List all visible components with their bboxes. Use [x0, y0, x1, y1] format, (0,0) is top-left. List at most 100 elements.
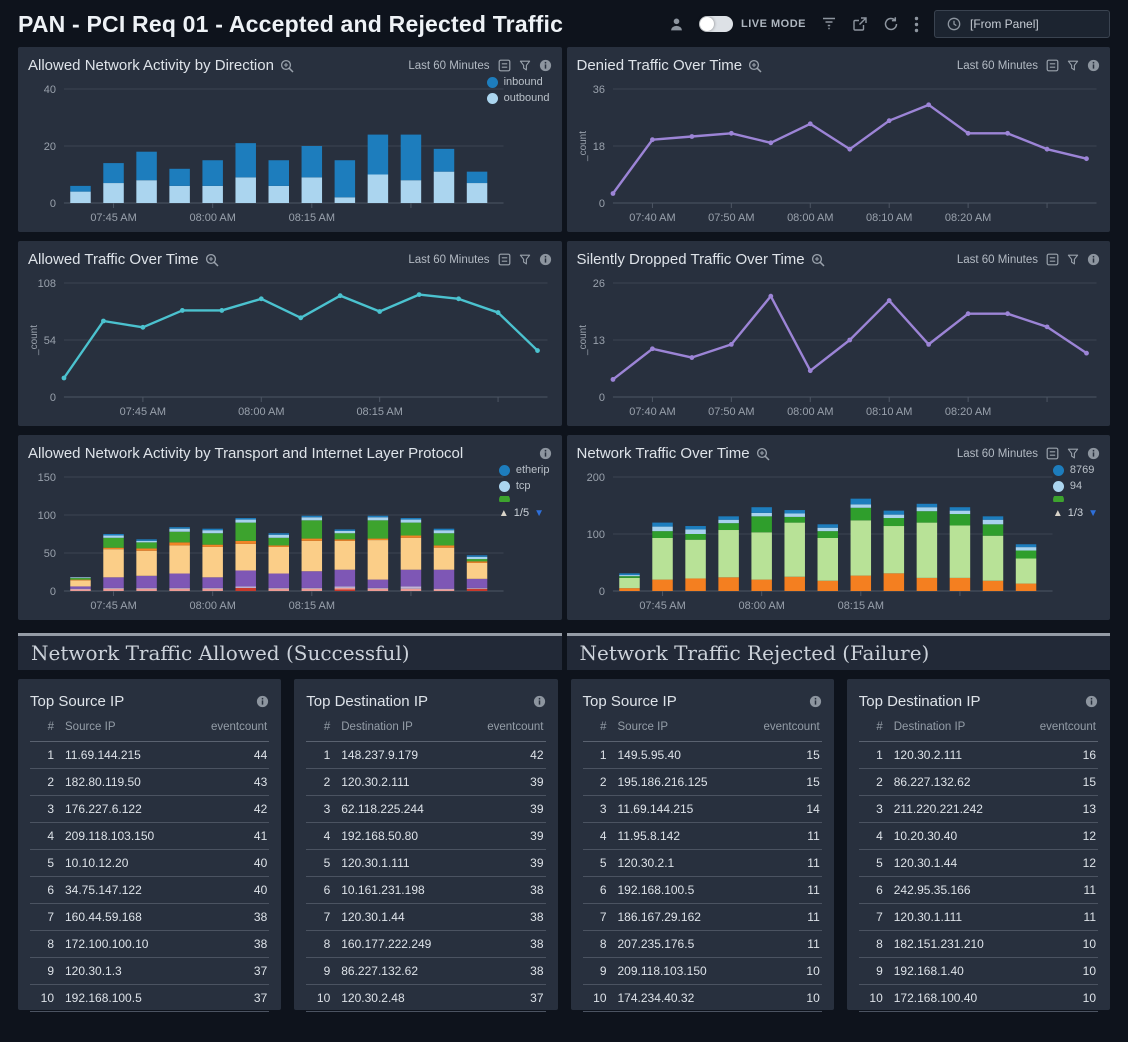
rank-cell: 5 — [858, 849, 892, 877]
rank-cell: 4 — [582, 822, 616, 850]
rank-cell: 5 — [306, 849, 340, 877]
ip-cell: 120.30.1.44 — [339, 903, 443, 931]
svg-text:108: 108 — [38, 278, 56, 290]
direction-stacked-bar-chart[interactable]: 0 20 40 07:45 AM 08:00 AM 08:15 AM — [28, 79, 552, 229]
panel-time-range[interactable]: Last 60 Minutes — [956, 59, 1038, 72]
time-range-selector[interactable]: [From Panel] — [934, 10, 1110, 38]
live-mode-label: LIVE MODE — [740, 18, 806, 30]
table-row: 3 62.118.225.244 39 — [306, 795, 546, 823]
rank-cell: 10 — [30, 984, 63, 1012]
copy-panel-icon[interactable] — [1046, 59, 1059, 72]
copy-panel-icon[interactable] — [1046, 447, 1059, 460]
table-row: 1 11.69.144.215 44 — [30, 741, 270, 769]
info-icon[interactable] — [533, 695, 546, 708]
table-row: 6 34.75.147.122 40 — [30, 876, 270, 904]
legend-pager[interactable]: ▲ 1/5 ▼ — [499, 507, 544, 519]
share-icon[interactable] — [852, 16, 868, 32]
dropped-line-chart[interactable]: 0 13 26 07:40 AM 07:50 AM 08:00 AM 08:10 AM 08:… — [577, 273, 1101, 423]
legend-dot-icon — [1052, 480, 1064, 492]
rank-cell: 4 — [30, 822, 63, 850]
section-title: Network Traffic Rejected (Failure) — [579, 641, 930, 665]
info-icon[interactable] — [1087, 447, 1100, 460]
eventcount-cell: 11 — [994, 876, 1098, 904]
rank-cell: 9 — [306, 957, 340, 985]
kebab-menu-icon[interactable] — [914, 16, 919, 33]
ip-cell: 86.227.132.62 — [339, 957, 443, 985]
refresh-icon[interactable] — [883, 16, 899, 32]
eventcount-cell: 11 — [718, 822, 822, 850]
column-header: # — [858, 717, 892, 742]
chart-legend[interactable]: etherip tcp ▲ 1/5 ▼ — [498, 464, 550, 519]
panel-time-range[interactable]: Last 60 Minutes — [956, 253, 1038, 266]
column-header: Destination IP — [339, 717, 443, 742]
legend-page-down-icon[interactable]: ▼ — [1088, 507, 1098, 519]
legend-item[interactable] — [1052, 496, 1070, 502]
copy-panel-icon[interactable] — [498, 253, 511, 266]
table-row: 9 192.168.1.40 10 — [858, 957, 1098, 985]
info-icon[interactable] — [1087, 59, 1100, 72]
user-icon[interactable] — [669, 17, 684, 32]
ip-cell: 120.30.1.111 — [339, 849, 443, 877]
info-icon[interactable] — [1085, 695, 1098, 708]
live-mode-toggle[interactable] — [698, 16, 733, 32]
legend-item[interactable]: tcp — [498, 480, 531, 492]
rank-cell: 7 — [30, 903, 63, 931]
network-stacked-bar-chart[interactable]: 0 100 200 07:45 AM 08:00 AM 08:15 AM — [577, 467, 1101, 617]
copy-panel-icon[interactable] — [498, 59, 511, 72]
info-icon[interactable] — [539, 447, 552, 460]
filter-icon[interactable] — [1067, 447, 1079, 460]
legend-pager[interactable]: ▲ 1/3 ▼ — [1053, 507, 1098, 519]
svg-text:_count: _count — [577, 325, 588, 356]
legend-page-up-icon[interactable]: ▲ — [498, 507, 509, 519]
rank-cell: 10 — [306, 984, 340, 1012]
chart-legend[interactable]: inbound outbound — [486, 76, 550, 104]
info-icon[interactable] — [256, 695, 269, 708]
filter-icon[interactable] — [1067, 59, 1079, 72]
allowed-line-chart[interactable]: 0 54 108 07:45 AM 08:00 AM 08:15 AM _count — [28, 273, 552, 423]
ip-cell: 149.5.95.40 — [615, 741, 719, 769]
filter-icon[interactable] — [519, 253, 531, 266]
rank-cell: 3 — [306, 795, 340, 823]
info-icon[interactable] — [539, 253, 552, 266]
legend-dot-icon — [498, 464, 510, 476]
section-title: Network Traffic Allowed (Successful) — [31, 641, 410, 665]
time-range-value: [From Panel] — [970, 17, 1039, 31]
legend-item[interactable] — [498, 496, 516, 502]
panel-time-range[interactable]: Last 60 Minutes — [408, 59, 490, 72]
legend-label: 8769 — [1069, 464, 1095, 476]
legend-item[interactable]: outbound — [486, 92, 550, 104]
table-row: 7 120.30.1.111 11 — [858, 903, 1098, 931]
rank-cell: 1 — [30, 741, 63, 769]
info-icon[interactable] — [539, 59, 552, 72]
denied-line-chart[interactable]: 0 18 36 07:40 AM 07:50 AM 08:00 AM 08:10 AM 08:… — [577, 79, 1101, 229]
filter-icon[interactable] — [821, 16, 837, 32]
panel-time-range[interactable]: Last 60 Minutes — [956, 447, 1038, 460]
ip-cell: 174.234.40.32 — [615, 984, 719, 1012]
legend-item[interactable]: 8769 — [1052, 464, 1095, 476]
table-row: 3 176.227.6.122 42 — [30, 795, 270, 823]
magnifier-icon[interactable] — [756, 447, 770, 461]
info-icon[interactable] — [1087, 253, 1100, 266]
protocol-stacked-bar-chart[interactable]: 0 50 100 150 07:45 AM 08:00 AM 08:15 AM — [28, 467, 552, 617]
legend-page-up-icon[interactable]: ▲ — [1052, 507, 1063, 519]
filter-icon[interactable] — [1067, 253, 1079, 266]
magnifier-icon[interactable] — [748, 59, 762, 73]
filter-icon[interactable] — [519, 59, 531, 72]
svg-text:07:45 AM: 07:45 AM — [639, 600, 685, 612]
rejected-top-source-ip-table: # Source IP eventcount 1 149.5.95.40 15 2 195.1… — [582, 717, 822, 1012]
copy-panel-icon[interactable] — [1046, 253, 1059, 266]
ip-cell: 148.237.9.179 — [339, 741, 443, 769]
legend-item[interactable]: 94 — [1052, 480, 1082, 492]
info-icon[interactable] — [809, 695, 822, 708]
legend-item[interactable]: etherip — [498, 464, 550, 476]
magnifier-icon[interactable] — [811, 253, 825, 267]
magnifier-icon[interactable] — [280, 59, 294, 73]
panel-time-range[interactable]: Last 60 Minutes — [408, 253, 490, 266]
magnifier-icon[interactable] — [205, 253, 219, 267]
svg-text:40: 40 — [44, 84, 56, 96]
legend-page-down-icon[interactable]: ▼ — [534, 507, 544, 519]
rank-cell: 4 — [858, 822, 892, 850]
rank-cell: 6 — [30, 876, 63, 904]
chart-legend[interactable]: 8769 94 ▲ 1/3 ▼ — [1052, 464, 1098, 519]
legend-item[interactable]: inbound — [486, 76, 543, 88]
